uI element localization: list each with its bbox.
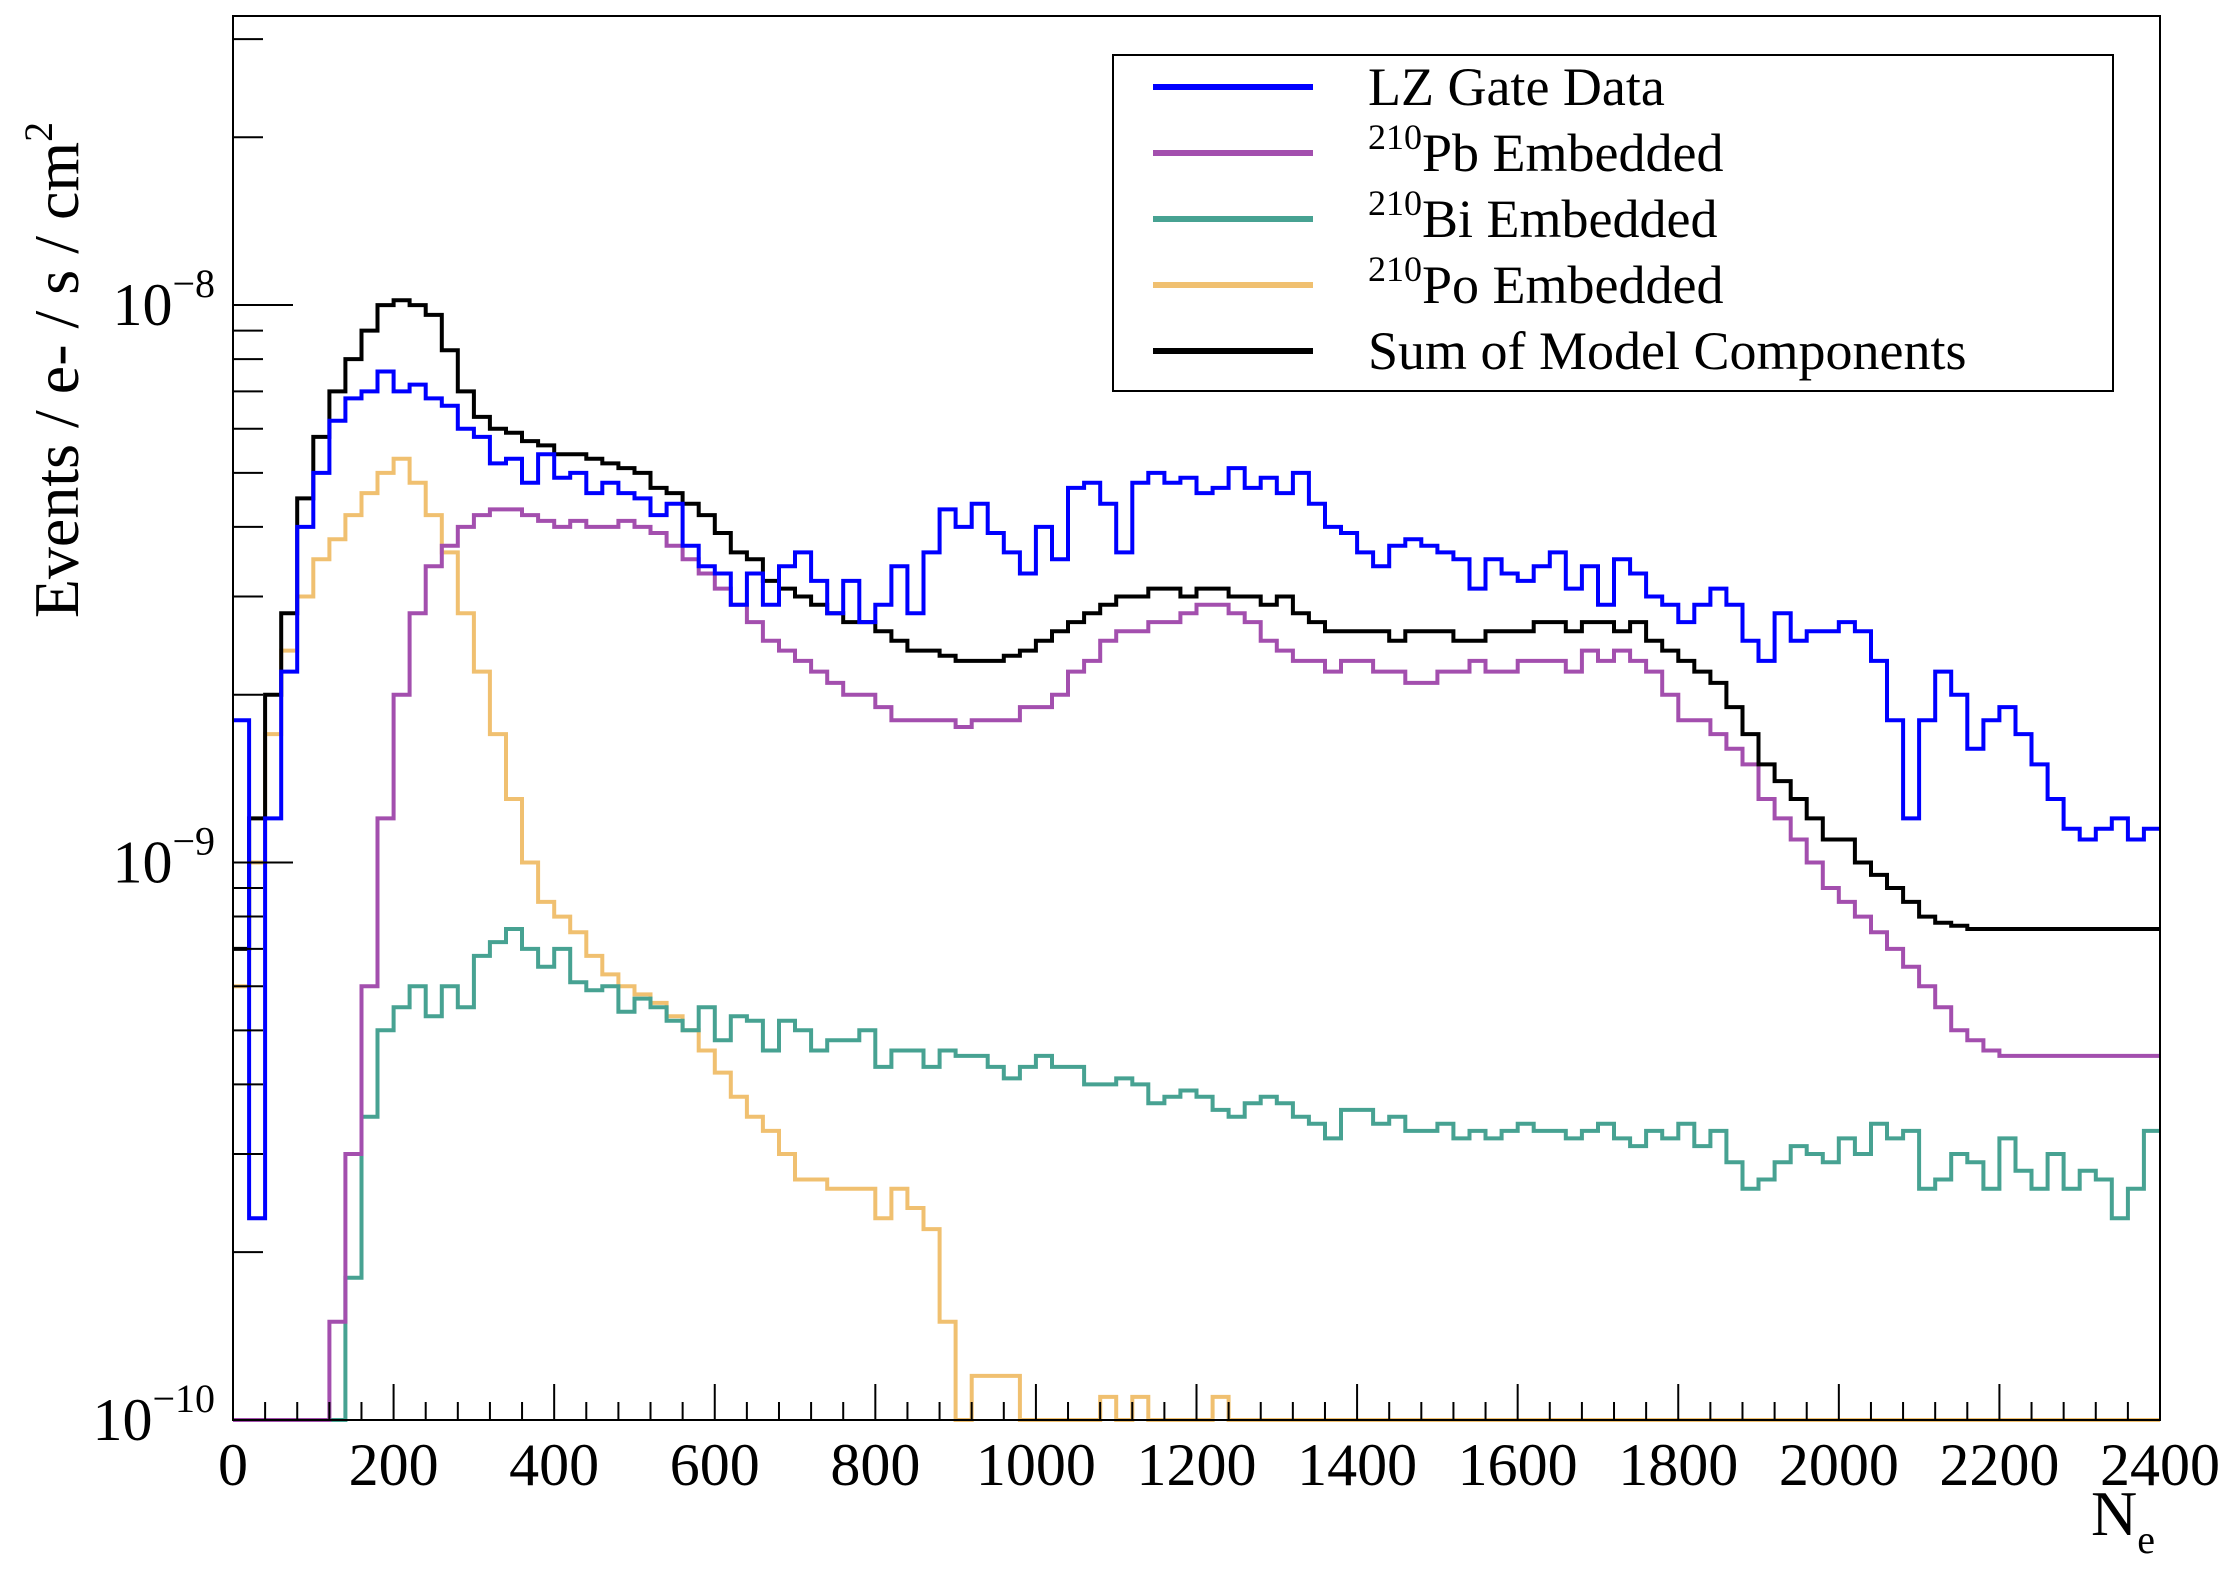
x-tick-label: 1800 xyxy=(1618,1432,1738,1498)
series-group xyxy=(233,298,2160,1422)
legend-label-lz-gate-data: LZ Gate Data xyxy=(1368,57,1665,117)
x-tick-label: 400 xyxy=(509,1432,599,1498)
y-tick-label: 10−9 xyxy=(112,819,215,896)
x-tick-label: 0 xyxy=(218,1432,248,1498)
x-tick-label: 800 xyxy=(830,1432,920,1498)
x-axis-title: Ne xyxy=(2091,1478,2155,1562)
x-tick-label: 1000 xyxy=(976,1432,1096,1498)
y-axis-title: Events / e- / s / cm2 xyxy=(16,122,92,618)
x-tick-label: 600 xyxy=(670,1432,760,1498)
series-line-lz-gate-data xyxy=(233,369,2160,1221)
y-tick-label: 10−10 xyxy=(92,1376,215,1453)
x-tick-label: 1400 xyxy=(1297,1432,1417,1498)
x-tick-label: 2200 xyxy=(1939,1432,2059,1498)
axes-group: 0 200 400 600 800 1000 1200 1400 1600 1800 2000 220… xyxy=(92,15,2220,1498)
x-tick-label: 1200 xyxy=(1137,1432,1257,1498)
x-tick-label: 200 xyxy=(349,1432,439,1498)
series-line-210bi-embedded xyxy=(233,927,2160,1422)
x-tick-label: 1600 xyxy=(1458,1432,1578,1498)
legend-label-sum-of-model-components: Sum of Model Components xyxy=(1368,321,1967,381)
legend-box xyxy=(1112,54,2114,392)
legend-label-210bi-embedded: 210Bi Embedded xyxy=(1368,183,1717,249)
legend-label-210po-embedded: 210Po Embedded xyxy=(1368,249,1723,315)
series-line-210pb-embedded xyxy=(233,507,2160,1422)
series-line-sum-of-model-components xyxy=(233,298,2160,951)
x-tick-label: 2000 xyxy=(1779,1432,1899,1498)
y-tick-label: 10−8 xyxy=(112,261,215,338)
legend-label-210pb-embedded: 210Pb Embedded xyxy=(1368,117,1723,183)
x-tick-label: 2400 xyxy=(2100,1432,2220,1498)
